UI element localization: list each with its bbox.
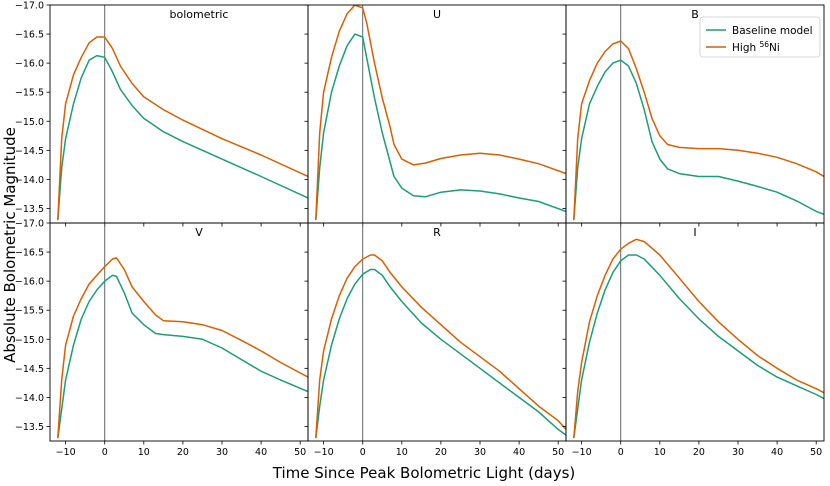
y-tick-label: −16.0 xyxy=(15,59,44,70)
x-tick-label: 0 xyxy=(360,447,366,458)
y-tick-label: −14.5 xyxy=(15,364,44,375)
x-tick-label: 20 xyxy=(693,447,705,458)
series-line-baseline xyxy=(57,54,308,221)
series-line-baseline xyxy=(573,254,824,439)
x-tick-label: 30 xyxy=(732,447,744,458)
x-tick-label: −10 xyxy=(314,447,334,458)
series-line-high-ni xyxy=(315,5,566,221)
x-tick-label: 40 xyxy=(513,447,525,458)
x-tick-label: 0 xyxy=(618,447,624,458)
series-line-high-ni xyxy=(57,257,308,439)
figure-ylabel: Absolute Bolometric Magnitude xyxy=(1,127,19,363)
x-tick-label: 50 xyxy=(552,447,564,458)
panel-frame xyxy=(565,222,825,442)
x-tick-label: 50 xyxy=(810,447,822,458)
panel-r: R −10 0 10 20 30 40 50 xyxy=(304,222,567,458)
y-tick-label: −17.0 xyxy=(15,1,44,12)
figure-xlabel: Time Since Peak Bolometric Light (days) xyxy=(272,464,576,482)
x-tick-label: 0 xyxy=(102,447,108,458)
y-tick-label: −14.0 xyxy=(15,393,44,404)
panel-frame xyxy=(307,4,567,224)
x-tick-label: 20 xyxy=(435,447,447,458)
x-tick-label: −10 xyxy=(56,447,76,458)
legend-label: Baseline model xyxy=(732,25,813,37)
series-line-baseline xyxy=(573,59,824,221)
x-tick-label: 40 xyxy=(255,447,267,458)
panel-bolometric: bolometric −17.0 −16.5 −16.0 −15.5 −15.0 −14.5… xyxy=(15,1,309,227)
panel-title: bolometric xyxy=(170,8,229,21)
y-tick-label: −17.0 xyxy=(15,219,44,230)
panel-title: U xyxy=(433,8,441,21)
panel-frame xyxy=(49,222,309,442)
panel-title: V xyxy=(195,226,203,239)
legend: Baseline model High 56Ni xyxy=(699,16,821,58)
y-tick-label: −15.0 xyxy=(15,335,44,346)
x-tick-label: 10 xyxy=(654,447,666,458)
panel-frame xyxy=(307,222,567,442)
panel-title: B xyxy=(691,8,699,21)
x-tick-label: 40 xyxy=(771,447,783,458)
x-tick-label: 30 xyxy=(474,447,486,458)
y-tick-label: −14.0 xyxy=(15,175,44,186)
y-tick-label: −14.5 xyxy=(15,146,44,157)
series-line-high-ni xyxy=(573,238,824,439)
y-tick-label: −15.0 xyxy=(15,117,44,128)
legend-box xyxy=(699,16,821,58)
panel-v: V −17.0 −16.5 −16.0 −15.5 −15.0 −14.5 −14.0 −13.… xyxy=(15,219,309,458)
x-tick-label: 30 xyxy=(216,447,228,458)
x-tick-label: 10 xyxy=(138,447,150,458)
legend-label: High 56Ni xyxy=(732,40,780,54)
series-line-baseline xyxy=(315,33,566,221)
x-tick-label: −10 xyxy=(572,447,592,458)
series-line-baseline xyxy=(315,268,566,439)
y-tick-label: −15.5 xyxy=(15,88,44,99)
series-line-baseline xyxy=(57,274,308,439)
panel-u: U xyxy=(304,4,567,227)
series-line-high-ni xyxy=(57,36,308,221)
y-tick-label: −15.5 xyxy=(15,306,44,317)
panel-i: I −10 0 10 20 30 40 50 xyxy=(562,222,825,458)
y-tick-label: −16.5 xyxy=(15,30,44,41)
y-tick-label: −16.5 xyxy=(15,248,44,259)
x-tick-label: 10 xyxy=(396,447,408,458)
y-tick-label: −16.0 xyxy=(15,277,44,288)
series-line-high-ni xyxy=(573,40,824,221)
panel-title: I xyxy=(693,226,696,239)
x-tick-label: 50 xyxy=(294,447,306,458)
series-line-high-ni xyxy=(315,254,566,439)
panel-title: R xyxy=(433,226,441,239)
panel-grid: bolometric −17.0 −16.5 −16.0 −15.5 −15.0 −14.5… xyxy=(15,1,825,458)
y-tick-label: −13.5 xyxy=(15,422,44,433)
y-tick-label: −13.5 xyxy=(15,204,44,215)
panel-frame xyxy=(49,4,309,224)
x-tick-label: 20 xyxy=(177,447,189,458)
